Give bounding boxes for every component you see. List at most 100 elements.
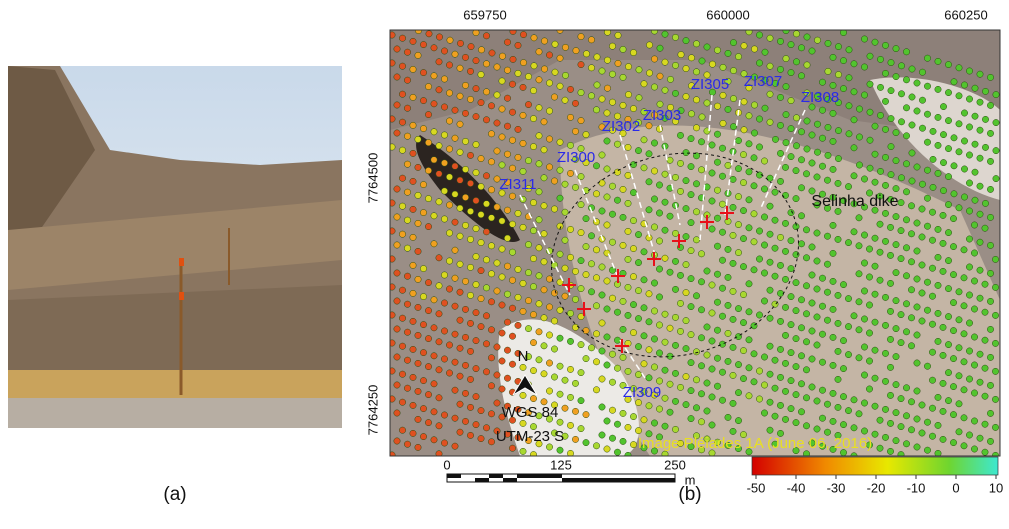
insar-point (530, 87, 537, 95)
insar-point (593, 386, 600, 394)
insar-point (504, 374, 511, 382)
insar-point (698, 250, 705, 258)
insar-point (777, 233, 784, 241)
insar-point (682, 345, 690, 353)
insar-point (777, 373, 784, 381)
insar-point (918, 317, 926, 325)
insar-point (390, 339, 396, 347)
insar-point (666, 408, 674, 416)
insar-point (719, 312, 726, 320)
insar-point (593, 190, 600, 198)
insar-point (677, 299, 684, 307)
insar-point (693, 96, 700, 104)
insar-point (719, 63, 727, 71)
insar-point (756, 143, 763, 151)
insar-point (390, 143, 396, 151)
insar-point (903, 244, 910, 252)
insar-point (672, 257, 679, 265)
insar-point (708, 197, 716, 205)
insar-point (976, 70, 984, 78)
insar-point (436, 33, 443, 41)
insar-point (698, 306, 705, 314)
insar-point (414, 135, 422, 143)
insar-point (840, 57, 847, 65)
insar-point (756, 59, 763, 67)
insar-point (593, 274, 600, 282)
insar-point (756, 255, 763, 263)
insar-point (635, 343, 642, 351)
insar-point (462, 305, 469, 313)
insar-point (656, 237, 663, 245)
insar-point (493, 371, 501, 379)
insar-point (787, 69, 795, 77)
insar-point (488, 438, 495, 446)
insar-point (635, 371, 642, 379)
insar-point (441, 187, 448, 195)
insar-point (840, 365, 847, 373)
easting-label: 660250 (944, 7, 987, 22)
insar-point (892, 45, 900, 53)
insar-point (971, 277, 978, 285)
insar-point (855, 354, 863, 362)
insar-point (961, 193, 968, 201)
insar-point (556, 418, 564, 426)
insar-point (572, 267, 579, 275)
insar-point (504, 150, 511, 158)
insar-point (924, 138, 931, 146)
insar-point (677, 51, 685, 59)
insar-point (845, 295, 852, 303)
insar-point (504, 66, 511, 74)
insar-point (819, 330, 826, 338)
insar-point (856, 133, 863, 141)
insar-point (546, 79, 553, 87)
insar-point (456, 148, 464, 156)
insar-point (540, 230, 548, 238)
insar-point (399, 202, 406, 210)
insar-point (866, 52, 874, 60)
insar-point (456, 372, 464, 380)
insar-point (430, 156, 438, 164)
insar-point (693, 124, 700, 132)
insar-point (483, 200, 490, 208)
insar-point (672, 173, 679, 181)
insar-point (698, 138, 705, 146)
insar-point (861, 35, 868, 43)
insar-point (861, 399, 868, 407)
insar-point (630, 105, 637, 113)
insar-point (409, 205, 417, 213)
insar-point (740, 70, 748, 78)
insar-point (404, 48, 411, 56)
insar-point (714, 354, 721, 362)
insar-point (703, 379, 711, 387)
insar-point (530, 451, 537, 456)
insar-point (393, 409, 401, 417)
insar-point (960, 414, 968, 422)
insar-point (409, 121, 417, 129)
insar-point (535, 132, 543, 140)
insar-point (504, 234, 511, 242)
insar-point (435, 198, 443, 206)
insar-point (687, 163, 695, 171)
insar-point (535, 412, 543, 420)
insar-point (625, 91, 632, 99)
insar-point (814, 36, 821, 44)
insar-point (488, 186, 495, 194)
insar-point (661, 338, 669, 346)
insar-point (488, 130, 495, 138)
insar-point (509, 55, 517, 63)
insar-point (546, 359, 553, 367)
insar-point (945, 145, 952, 153)
insar-point (446, 61, 453, 69)
insar-point (708, 281, 716, 289)
insar-point (913, 359, 921, 367)
insar-point (456, 120, 464, 128)
insar-point (992, 311, 999, 319)
insar-point (829, 193, 837, 201)
insar-point (687, 387, 695, 395)
insar-point (677, 271, 684, 279)
insar-point (766, 342, 774, 350)
image-credit: Image Pléiades 1A (June 06, 2016) (638, 435, 872, 452)
insar-point (535, 272, 543, 280)
insar-point (876, 220, 884, 228)
insar-point (472, 141, 480, 149)
